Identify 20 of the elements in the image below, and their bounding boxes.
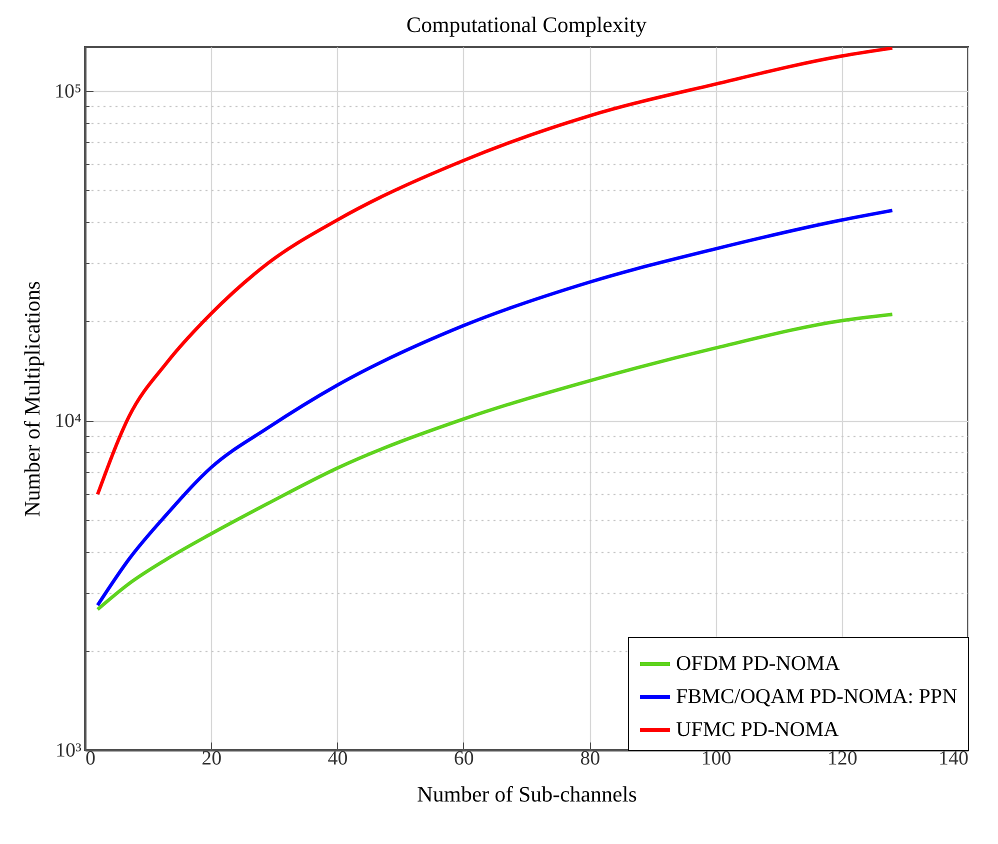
y-tick-label: 10⁴	[54, 410, 82, 432]
line-series	[96, 312, 894, 612]
x-tick-label: 0	[86, 748, 96, 770]
x-tick-label: 20	[202, 748, 222, 770]
legend-label: UFMC PD-NOMA	[676, 717, 840, 741]
y-tick-label: 10³	[56, 740, 82, 762]
line-series	[96, 47, 894, 496]
x-tick-label: 140	[938, 748, 968, 770]
y-axis-title: Number of Multiplications	[20, 281, 45, 517]
x-tick-label: 40	[328, 748, 348, 770]
x-tick-label: 60	[454, 748, 474, 770]
y-tick-label: 10⁵	[54, 80, 82, 102]
chart-title: Computational Complexity	[406, 12, 647, 37]
legend-label: OFDM PD-NOMA	[676, 651, 841, 675]
x-axis-title: Number of Sub-channels	[417, 782, 637, 806]
x-tick-label: 100	[701, 748, 732, 770]
x-tick-label: 120	[827, 748, 858, 770]
line-series	[96, 208, 894, 607]
x-tick-label: 80	[580, 748, 600, 770]
legend-label: FBMC/OQAM PD-NOMA: PPN	[676, 684, 958, 708]
